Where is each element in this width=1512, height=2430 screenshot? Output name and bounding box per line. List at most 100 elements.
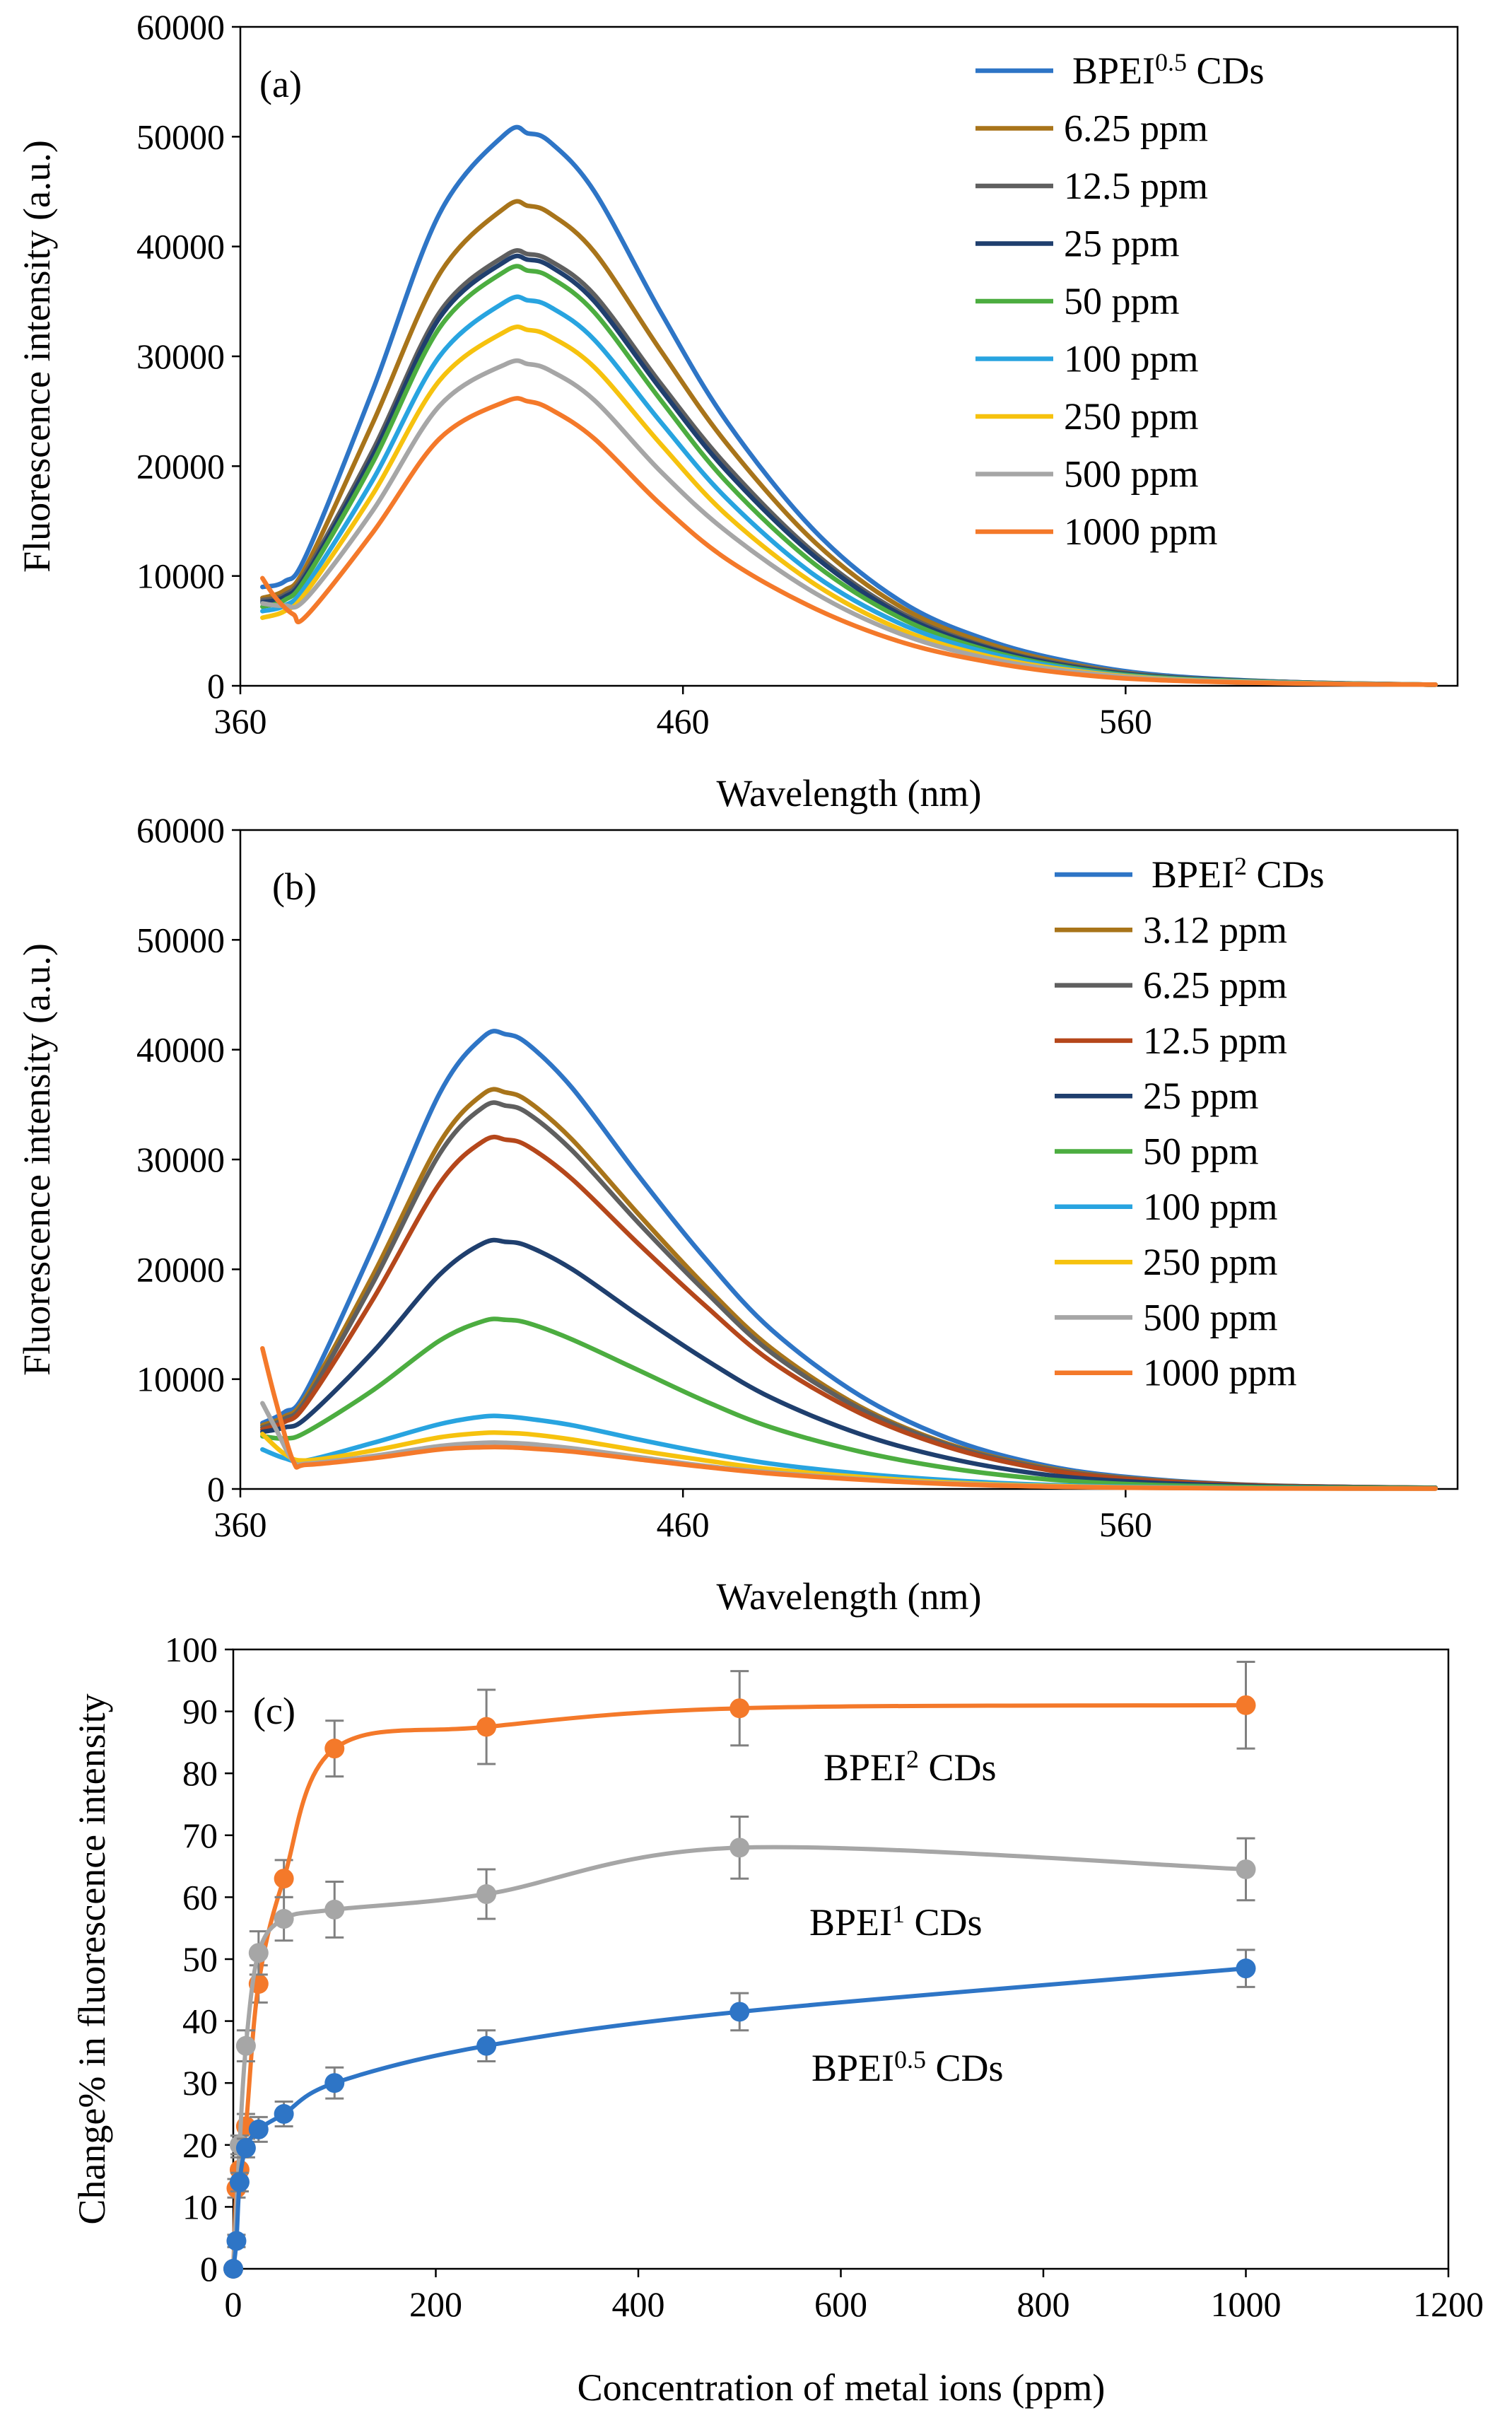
legend-item-100-ppm: 100 ppm — [975, 338, 1199, 380]
y-tick-label: 0 — [200, 2249, 218, 2289]
panel-c-x-tick: 600 — [814, 2269, 867, 2324]
legend-label-tail: CDs — [1187, 49, 1265, 92]
x-tick-label: 600 — [814, 2284, 867, 2324]
data-point — [476, 1717, 497, 1737]
legend-label-superscript: 0.5 — [1155, 48, 1187, 76]
panel-c-label: (c) — [253, 1690, 295, 1732]
series-label-base: BPEI — [824, 1746, 906, 1789]
x-tick-label: 460 — [657, 1505, 710, 1544]
series-label-base: BPEI — [809, 1901, 892, 1944]
legend-label: 100 ppm — [1143, 1186, 1278, 1228]
legend-label-text: 6.25 ppm — [1143, 964, 1287, 1007]
panel-b-y-tick: 10000 — [136, 1360, 240, 1399]
legend-label-tail: CDs — [1247, 853, 1325, 896]
legend-label-text: 100 ppm — [1064, 338, 1199, 380]
panel-b-label: (b) — [272, 865, 317, 908]
panel-b-x-tick: 560 — [1099, 1489, 1152, 1544]
legend-item-500-ppm: 500 ppm — [975, 453, 1199, 496]
series-line — [231, 1702, 1248, 2271]
legend-label: 250 ppm — [1143, 1241, 1278, 1283]
panel-c-y-tick: 80 — [182, 1753, 233, 1793]
y-tick-label: 60 — [182, 1877, 218, 1917]
panel-b-series-50-ppm — [260, 1316, 1438, 1491]
y-tick-label: 100 — [165, 1630, 218, 1669]
y-tick-label: 0 — [207, 1469, 225, 1509]
panel-c-x-tick: 1000 — [1211, 2269, 1282, 2324]
series-label-superscript: 1 — [892, 1900, 905, 1928]
legend-label: 25 ppm — [1143, 1075, 1259, 1117]
panel-b-y-tick: 0 — [207, 1469, 240, 1509]
panel-b-chart: 0 10000 20000 30000 40000 50000 60000 360 460 56… — [16, 810, 1459, 1618]
panel-b-x-axis-label: Wavelength (nm) — [716, 1575, 981, 1618]
legend-label-text: 25 ppm — [1064, 223, 1180, 265]
legend-label-superscript: 2 — [1234, 852, 1247, 880]
panel-a-y-tick: 20000 — [136, 446, 240, 486]
panel-a-series-1000-ppm — [260, 396, 1438, 687]
panel-c-y-tick: 100 — [165, 1630, 233, 1669]
panel-c-series — [223, 1661, 1256, 2279]
panel-b-series-25-ppm — [260, 1237, 1438, 1490]
y-tick-label: 10000 — [136, 556, 225, 596]
panel-c-chart: 0 10 20 30 40 50 60 70 80 90 100 0 200 400 600 800 1000… — [71, 1630, 1484, 2409]
data-point — [248, 1943, 269, 1963]
panel-c-x-tick: 200 — [409, 2269, 462, 2324]
legend-item-3-12-ppm: 3.12 ppm — [1055, 909, 1287, 951]
panel-a-series-100-ppm — [260, 294, 1438, 687]
legend-label: 1000 ppm — [1143, 1352, 1297, 1394]
panel-c-x-tick: 0 — [225, 2269, 242, 2324]
legend-label: 250 ppm — [1064, 395, 1199, 438]
legend-label-text: 3.12 ppm — [1143, 909, 1287, 951]
legend-label-text: 250 ppm — [1064, 395, 1199, 438]
data-point — [235, 2138, 256, 2159]
y-tick-label: 10000 — [136, 1360, 225, 1399]
panel-a-series-500-ppm — [260, 358, 1438, 687]
legend-item-250-ppm: 250 ppm — [1055, 1241, 1278, 1283]
panel-a-series — [260, 124, 1438, 687]
panel-a-y-tick: 40000 — [136, 227, 240, 267]
panel-c-y-tick: 40 — [182, 2002, 233, 2041]
y-tick-label: 80 — [182, 1753, 218, 1793]
x-tick-label: 400 — [612, 2284, 665, 2324]
panel-c-y-tick: 90 — [182, 1692, 233, 1731]
panel-b-series-1000-ppm — [260, 1345, 1438, 1491]
panel-c-y-axis-label: Change% in fluorescence intensity — [71, 1693, 113, 2224]
y-tick-label: 40 — [182, 2002, 218, 2041]
series-line — [231, 1845, 1248, 2271]
panel-c-series-bpei0-5-cds — [223, 1949, 1256, 2279]
data-point — [476, 1884, 497, 1905]
panel-a-chart: 0 10000 20000 30000 40000 50000 60000 360 460 56… — [16, 7, 1459, 814]
data-point — [729, 1698, 750, 1719]
legend-label: 12.5 ppm — [1064, 165, 1208, 207]
legend-item-250-ppm: 250 ppm — [975, 395, 1199, 438]
panel-a-legend: BPEI0.5 CDs 6.25 ppm 12.5 ppm 25 ppm 50 ppm 1… — [975, 48, 1265, 553]
panel-c-x-axis-label: Concentration of metal ions (ppm) — [578, 2366, 1106, 2409]
panel-b-x-ticks: 360 460 560 — [214, 1489, 1152, 1544]
panel-b-y-axis-label: Fluorescence intensity (a.u.) — [16, 943, 58, 1376]
panel-b-x-tick: 460 — [657, 1489, 710, 1544]
y-tick-label: 20000 — [136, 1249, 225, 1289]
legend-label: BPEI2 CDs — [1151, 852, 1325, 896]
data-point — [324, 1899, 345, 1920]
data-point — [274, 1869, 294, 1889]
legend-item-6-25-ppm: 6.25 ppm — [1055, 964, 1287, 1007]
panel-a-x-axis-label: Wavelength (nm) — [716, 772, 981, 814]
panel-b-y-tick: 60000 — [136, 810, 240, 850]
panel-c-y-ticks: 0 10 20 30 40 50 60 70 80 90 100 — [165, 1630, 233, 2289]
y-tick-label: 10 — [182, 2187, 218, 2226]
legend-label-text: 12.5 ppm — [1064, 165, 1208, 207]
legend-label-text: 1000 ppm — [1064, 510, 1218, 553]
legend-item-500-ppm: 500 ppm — [1055, 1296, 1278, 1338]
data-point — [1236, 1859, 1256, 1879]
panel-c-series-bpei1-cds — [223, 1816, 1256, 2279]
data-point — [476, 2035, 497, 2056]
panel-c-y-tick: 30 — [182, 2063, 233, 2103]
panel-c-y-tick: 0 — [200, 2249, 233, 2289]
series-label-bpei0-5-cds: BPEI0.5 CDs — [811, 2045, 1004, 2089]
panel-b-y-tick: 50000 — [136, 920, 240, 959]
panel-c-x-ticks: 0 200 400 600 800 1000 1200 — [225, 2269, 1484, 2324]
y-tick-label: 50000 — [136, 920, 225, 959]
panel-a-series-250-ppm — [260, 324, 1438, 687]
legend-item-bpei0-5-cds: BPEI0.5 CDs — [975, 48, 1265, 92]
